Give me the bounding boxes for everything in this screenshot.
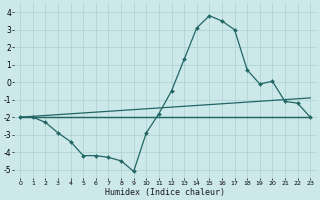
X-axis label: Humidex (Indice chaleur): Humidex (Indice chaleur) <box>105 188 225 197</box>
